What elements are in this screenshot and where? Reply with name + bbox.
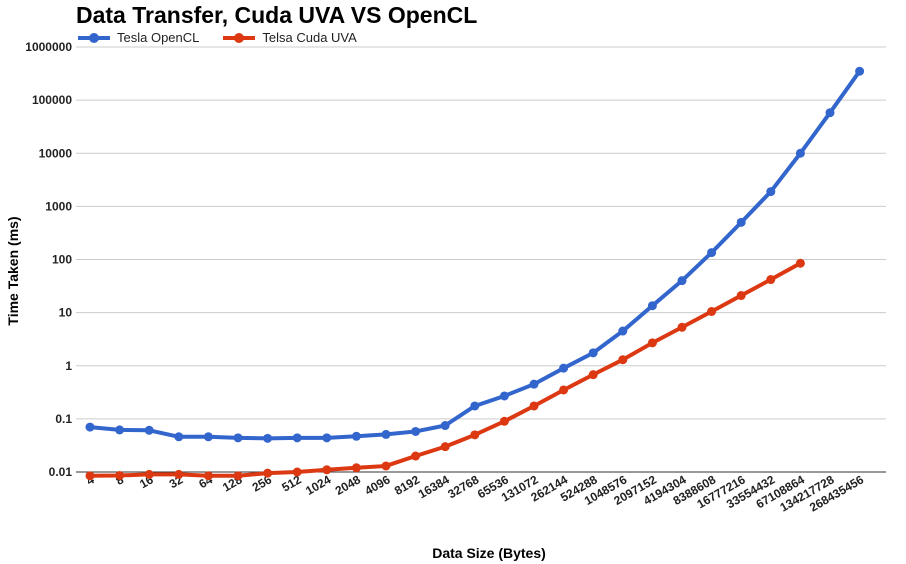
- data-point[interactable]: [470, 401, 480, 411]
- data-point[interactable]: [351, 431, 361, 441]
- y-tick-label: 10000: [39, 146, 73, 160]
- gridlines: [76, 46, 886, 473]
- series-cuda: [85, 258, 805, 481]
- data-point[interactable]: [795, 258, 805, 268]
- series-line: [88, 69, 862, 441]
- data-point[interactable]: [825, 108, 835, 118]
- data-point[interactable]: [647, 338, 657, 348]
- data-point[interactable]: [588, 370, 598, 380]
- data-point[interactable]: [85, 471, 95, 481]
- data-point[interactable]: [174, 469, 184, 479]
- data-point[interactable]: [233, 471, 243, 481]
- y-tick-label: 1000000: [25, 40, 72, 54]
- data-point[interactable]: [381, 429, 391, 439]
- series-opencl: [85, 66, 865, 443]
- legend-item-opencl[interactable]: Tesla OpenCL: [76, 30, 199, 45]
- data-point[interactable]: [618, 326, 628, 336]
- data-point[interactable]: [440, 421, 450, 431]
- legend: Tesla OpenCL Telsa Cuda UVA: [76, 30, 379, 45]
- data-point[interactable]: [766, 187, 776, 197]
- legend-label-cuda: Telsa Cuda UVA: [262, 30, 357, 45]
- data-point[interactable]: [795, 148, 805, 158]
- series-lines: [85, 66, 865, 481]
- data-point[interactable]: [499, 416, 509, 426]
- data-point[interactable]: [499, 391, 509, 401]
- data-point[interactable]: [440, 442, 450, 452]
- chart-title: Data Transfer, Cuda UVA VS OpenCL: [76, 2, 478, 28]
- y-tick-label: 1: [65, 359, 72, 373]
- legend-swatch-opencl: [78, 32, 110, 43]
- y-axis-ticks: 0.01 0.1 1 10 100 1000 10000 100000 1000000: [25, 40, 72, 479]
- data-point[interactable]: [263, 468, 273, 478]
- data-point[interactable]: [115, 425, 125, 435]
- y-axis-title: Time Taken (ms): [5, 216, 21, 325]
- x-axis-ticks: 4816326412825651210242048409681921638432…: [84, 472, 867, 514]
- data-point[interactable]: [115, 470, 125, 480]
- data-point[interactable]: [618, 355, 628, 365]
- data-point[interactable]: [292, 467, 302, 477]
- x-axis-title: Data Size (Bytes): [432, 545, 546, 561]
- x-tick-label: 4096: [362, 472, 392, 498]
- data-point[interactable]: [144, 469, 154, 479]
- data-point[interactable]: [351, 463, 361, 473]
- y-tick-label: 0.1: [55, 412, 72, 426]
- data-point[interactable]: [85, 422, 95, 432]
- data-point[interactable]: [263, 433, 273, 443]
- data-point[interactable]: [707, 306, 717, 316]
- data-point[interactable]: [707, 248, 717, 258]
- data-point[interactable]: [736, 217, 746, 227]
- data-point[interactable]: [647, 301, 657, 311]
- data-point[interactable]: [411, 451, 421, 461]
- data-point[interactable]: [203, 432, 213, 442]
- legend-swatch-cuda: [223, 32, 256, 43]
- data-point[interactable]: [529, 379, 539, 389]
- x-tick-label: 32768: [445, 472, 481, 501]
- data-point[interactable]: [855, 66, 865, 76]
- data-point[interactable]: [736, 291, 746, 301]
- data-point[interactable]: [559, 385, 569, 395]
- data-point[interactable]: [559, 363, 569, 373]
- data-point[interactable]: [588, 348, 598, 358]
- data-point[interactable]: [292, 433, 302, 443]
- y-tick-label: 10: [59, 306, 73, 320]
- x-tick-label: 512: [279, 472, 304, 494]
- data-point[interactable]: [144, 425, 154, 435]
- data-point[interactable]: [203, 471, 213, 481]
- y-tick-label: 100000: [32, 93, 72, 107]
- data-point[interactable]: [470, 430, 480, 440]
- data-point[interactable]: [529, 401, 539, 411]
- data-point[interactable]: [174, 432, 184, 442]
- y-tick-label: 1000: [45, 199, 72, 213]
- data-point[interactable]: [233, 433, 243, 443]
- data-point[interactable]: [677, 322, 687, 332]
- data-point[interactable]: [411, 426, 421, 436]
- data-point[interactable]: [677, 276, 687, 286]
- y-tick-label: 100: [52, 253, 72, 267]
- data-point[interactable]: [322, 433, 332, 443]
- x-tick-label: 16384: [416, 472, 452, 501]
- data-point[interactable]: [381, 461, 391, 471]
- x-tick-label: 1024: [303, 472, 333, 498]
- x-tick-label: 2048: [333, 472, 363, 498]
- legend-item-cuda[interactable]: Telsa Cuda UVA: [221, 30, 357, 45]
- legend-label-opencl: Tesla OpenCL: [117, 30, 200, 45]
- data-point[interactable]: [322, 465, 332, 475]
- data-point[interactable]: [766, 275, 776, 285]
- y-tick-label: 0.01: [49, 465, 73, 479]
